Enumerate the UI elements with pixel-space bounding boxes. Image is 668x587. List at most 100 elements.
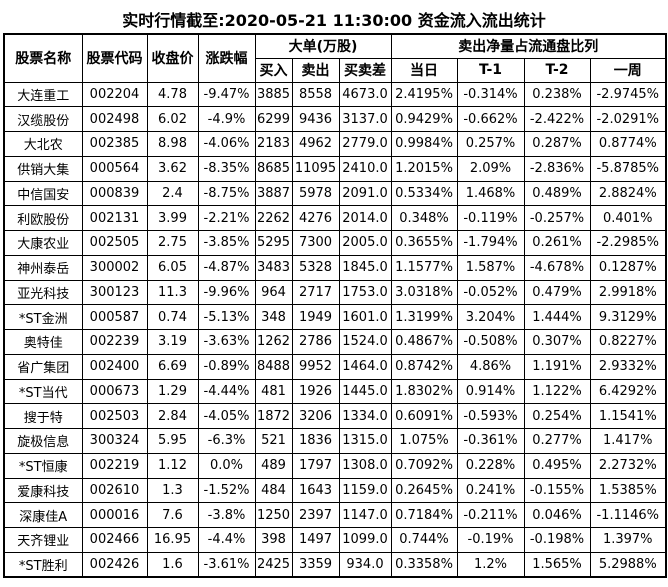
stock-code-cell[interactable]: 002131 [81, 205, 148, 231]
close-price-cell: 3.99 [146, 205, 199, 231]
net-sell-t1-cell: 0.257% [456, 131, 525, 157]
buy-sell-diff-cell: 1524.0 [338, 329, 392, 355]
stock-name-cell[interactable]: 中信国安 [3, 180, 83, 207]
stock-code-cell[interactable]: 000839 [81, 180, 148, 207]
change-pct-cell: -3.63% [197, 329, 256, 355]
buy-volume-cell: 2262 [254, 205, 293, 231]
stock-code-cell[interactable]: 000673 [81, 378, 148, 405]
buy-sell-diff-cell: 1159.0 [338, 477, 392, 504]
stock-name-cell[interactable]: 爱康科技 [3, 477, 83, 504]
table-row: 省广集团 002400 6.69 -0.89% 8488 9952 1464.0… [3, 353, 667, 380]
buy-volume-cell: 348 [254, 304, 293, 330]
stock-name-cell[interactable]: *ST胜利 [3, 551, 83, 578]
net-sell-day-cell: 0.7184% [390, 502, 458, 528]
close-price-cell: 8.98 [146, 131, 199, 157]
table-row: 奥特佳 002239 3.19 -3.63% 1262 2786 1524.0 … [3, 329, 667, 355]
change-pct-cell: 0.0% [197, 452, 256, 479]
net-sell-t2-cell: 0.046% [523, 502, 591, 528]
net-sell-week-cell: -2.0291% [589, 106, 667, 132]
stock-code-cell[interactable]: 002503 [81, 403, 148, 429]
net-sell-day-cell: 0.9984% [390, 131, 458, 157]
stock-name-cell[interactable]: 供销大集 [3, 155, 83, 182]
close-price-cell: 2.75 [146, 230, 199, 256]
net-sell-t1-cell: 1.587% [456, 254, 525, 281]
sell-volume-cell: 2717 [291, 279, 340, 306]
buy-volume-cell: 964 [254, 279, 293, 306]
buy-sell-diff-cell: 1601.0 [338, 304, 392, 330]
stock-name-cell[interactable]: 奥特佳 [3, 329, 83, 355]
stock-code-cell[interactable]: 300002 [81, 254, 148, 281]
stock-name-cell[interactable]: 搜于特 [3, 403, 83, 429]
stock-code-cell[interactable]: 002505 [81, 230, 148, 256]
stock-code-cell[interactable]: 000587 [81, 304, 148, 330]
net-sell-day-cell: 0.7092% [390, 452, 458, 479]
stock-code-cell[interactable]: 002610 [81, 477, 148, 504]
sell-volume-cell: 9952 [291, 353, 340, 380]
stock-code-cell[interactable]: 002400 [81, 353, 148, 380]
stock-code-cell[interactable]: 002466 [81, 527, 148, 553]
change-pct-cell: -9.47% [197, 81, 256, 108]
net-sell-day-cell: 3.0318% [390, 279, 458, 306]
stock-code-cell[interactable]: 000016 [81, 502, 148, 528]
buy-volume-cell: 2425 [254, 551, 293, 578]
buy-volume-cell: 1262 [254, 329, 293, 355]
change-pct-cell: -3.61% [197, 551, 256, 578]
table-row: 中信国安 000839 2.4 -8.75% 3887 5978 2091.0 … [3, 180, 667, 207]
stock-name-cell[interactable]: 深康佳A [3, 502, 83, 528]
stock-name-cell[interactable]: 大康农业 [3, 230, 83, 256]
header-close-price: 收盘价 [146, 33, 199, 83]
buy-volume-cell: 3483 [254, 254, 293, 281]
net-sell-t1-cell: -0.19% [456, 527, 525, 553]
stock-name-cell[interactable]: 神州泰岳 [3, 254, 83, 281]
stock-code-cell[interactable]: 002498 [81, 106, 148, 132]
stock-name-cell[interactable]: *ST金洲 [3, 304, 83, 330]
stock-name-cell[interactable]: *ST恒康 [3, 452, 83, 479]
sell-volume-cell: 1949 [291, 304, 340, 330]
buy-sell-diff-cell: 1147.0 [338, 502, 392, 528]
header-buy: 买入 [254, 57, 293, 83]
close-price-cell: 11.3 [146, 279, 199, 306]
net-sell-t2-cell: 0.277% [523, 428, 591, 454]
net-sell-t1-cell: -0.593% [456, 403, 525, 429]
sell-volume-cell: 11095 [291, 155, 340, 182]
stock-code-cell[interactable]: 002426 [81, 551, 148, 578]
table-row: 神州泰岳 300002 6.05 -4.87% 3483 5328 1845.0… [3, 254, 667, 281]
net-sell-week-cell: 1.5385% [589, 477, 667, 504]
buy-volume-cell: 5295 [254, 230, 293, 256]
stock-code-cell[interactable]: 300123 [81, 279, 148, 306]
stock-code-cell[interactable]: 002219 [81, 452, 148, 479]
buy-volume-cell: 2183 [254, 131, 293, 157]
net-sell-t1-cell: 1.2% [456, 551, 525, 578]
stock-name-cell[interactable]: 利欧股份 [3, 205, 83, 231]
buy-volume-cell: 6299 [254, 106, 293, 132]
net-sell-t1-cell: 0.241% [456, 477, 525, 504]
net-sell-t1-cell: 0.914% [456, 378, 525, 405]
header-buy-sell-diff: 买卖差 [338, 57, 392, 83]
stock-name-cell[interactable]: 汉缆股份 [3, 106, 83, 132]
net-sell-week-cell: 2.8824% [589, 180, 667, 207]
change-pct-cell: -4.9% [197, 106, 256, 132]
stock-name-cell[interactable]: *ST当代 [3, 378, 83, 405]
sell-volume-cell: 9436 [291, 106, 340, 132]
net-sell-t2-cell: -0.198% [523, 527, 591, 553]
header-group-large-orders: 大单(万股) [254, 33, 392, 59]
net-sell-t2-cell: 0.254% [523, 403, 591, 429]
stock-name-cell[interactable]: 天齐锂业 [3, 527, 83, 553]
page-title: 实时行情截至:2020-05-21 11:30:00 资金流入流出统计 [122, 11, 546, 30]
stock-code-cell[interactable]: 002239 [81, 329, 148, 355]
stock-name-cell[interactable]: 亚光科技 [3, 279, 83, 306]
stock-code-cell[interactable]: 000564 [81, 155, 148, 182]
stock-name-cell[interactable]: 省广集团 [3, 353, 83, 380]
stock-code-cell[interactable]: 002204 [81, 81, 148, 108]
table-row: 利欧股份 002131 3.99 -2.21% 2262 4276 2014.0… [3, 205, 667, 231]
change-pct-cell: -3.85% [197, 230, 256, 256]
stock-name-cell[interactable]: 大北农 [3, 131, 83, 157]
stock-name-cell[interactable]: 大连重工 [3, 81, 83, 108]
stock-name-cell[interactable]: 旋极信息 [3, 428, 83, 454]
change-pct-cell: -1.52% [197, 477, 256, 504]
net-sell-week-cell: -2.9745% [589, 81, 667, 108]
table-row: 大康农业 002505 2.75 -3.85% 5295 7300 2005.0… [3, 230, 667, 256]
stock-code-cell[interactable]: 300324 [81, 428, 148, 454]
stock-code-cell[interactable]: 002385 [81, 131, 148, 157]
change-pct-cell: -3.8% [197, 502, 256, 528]
